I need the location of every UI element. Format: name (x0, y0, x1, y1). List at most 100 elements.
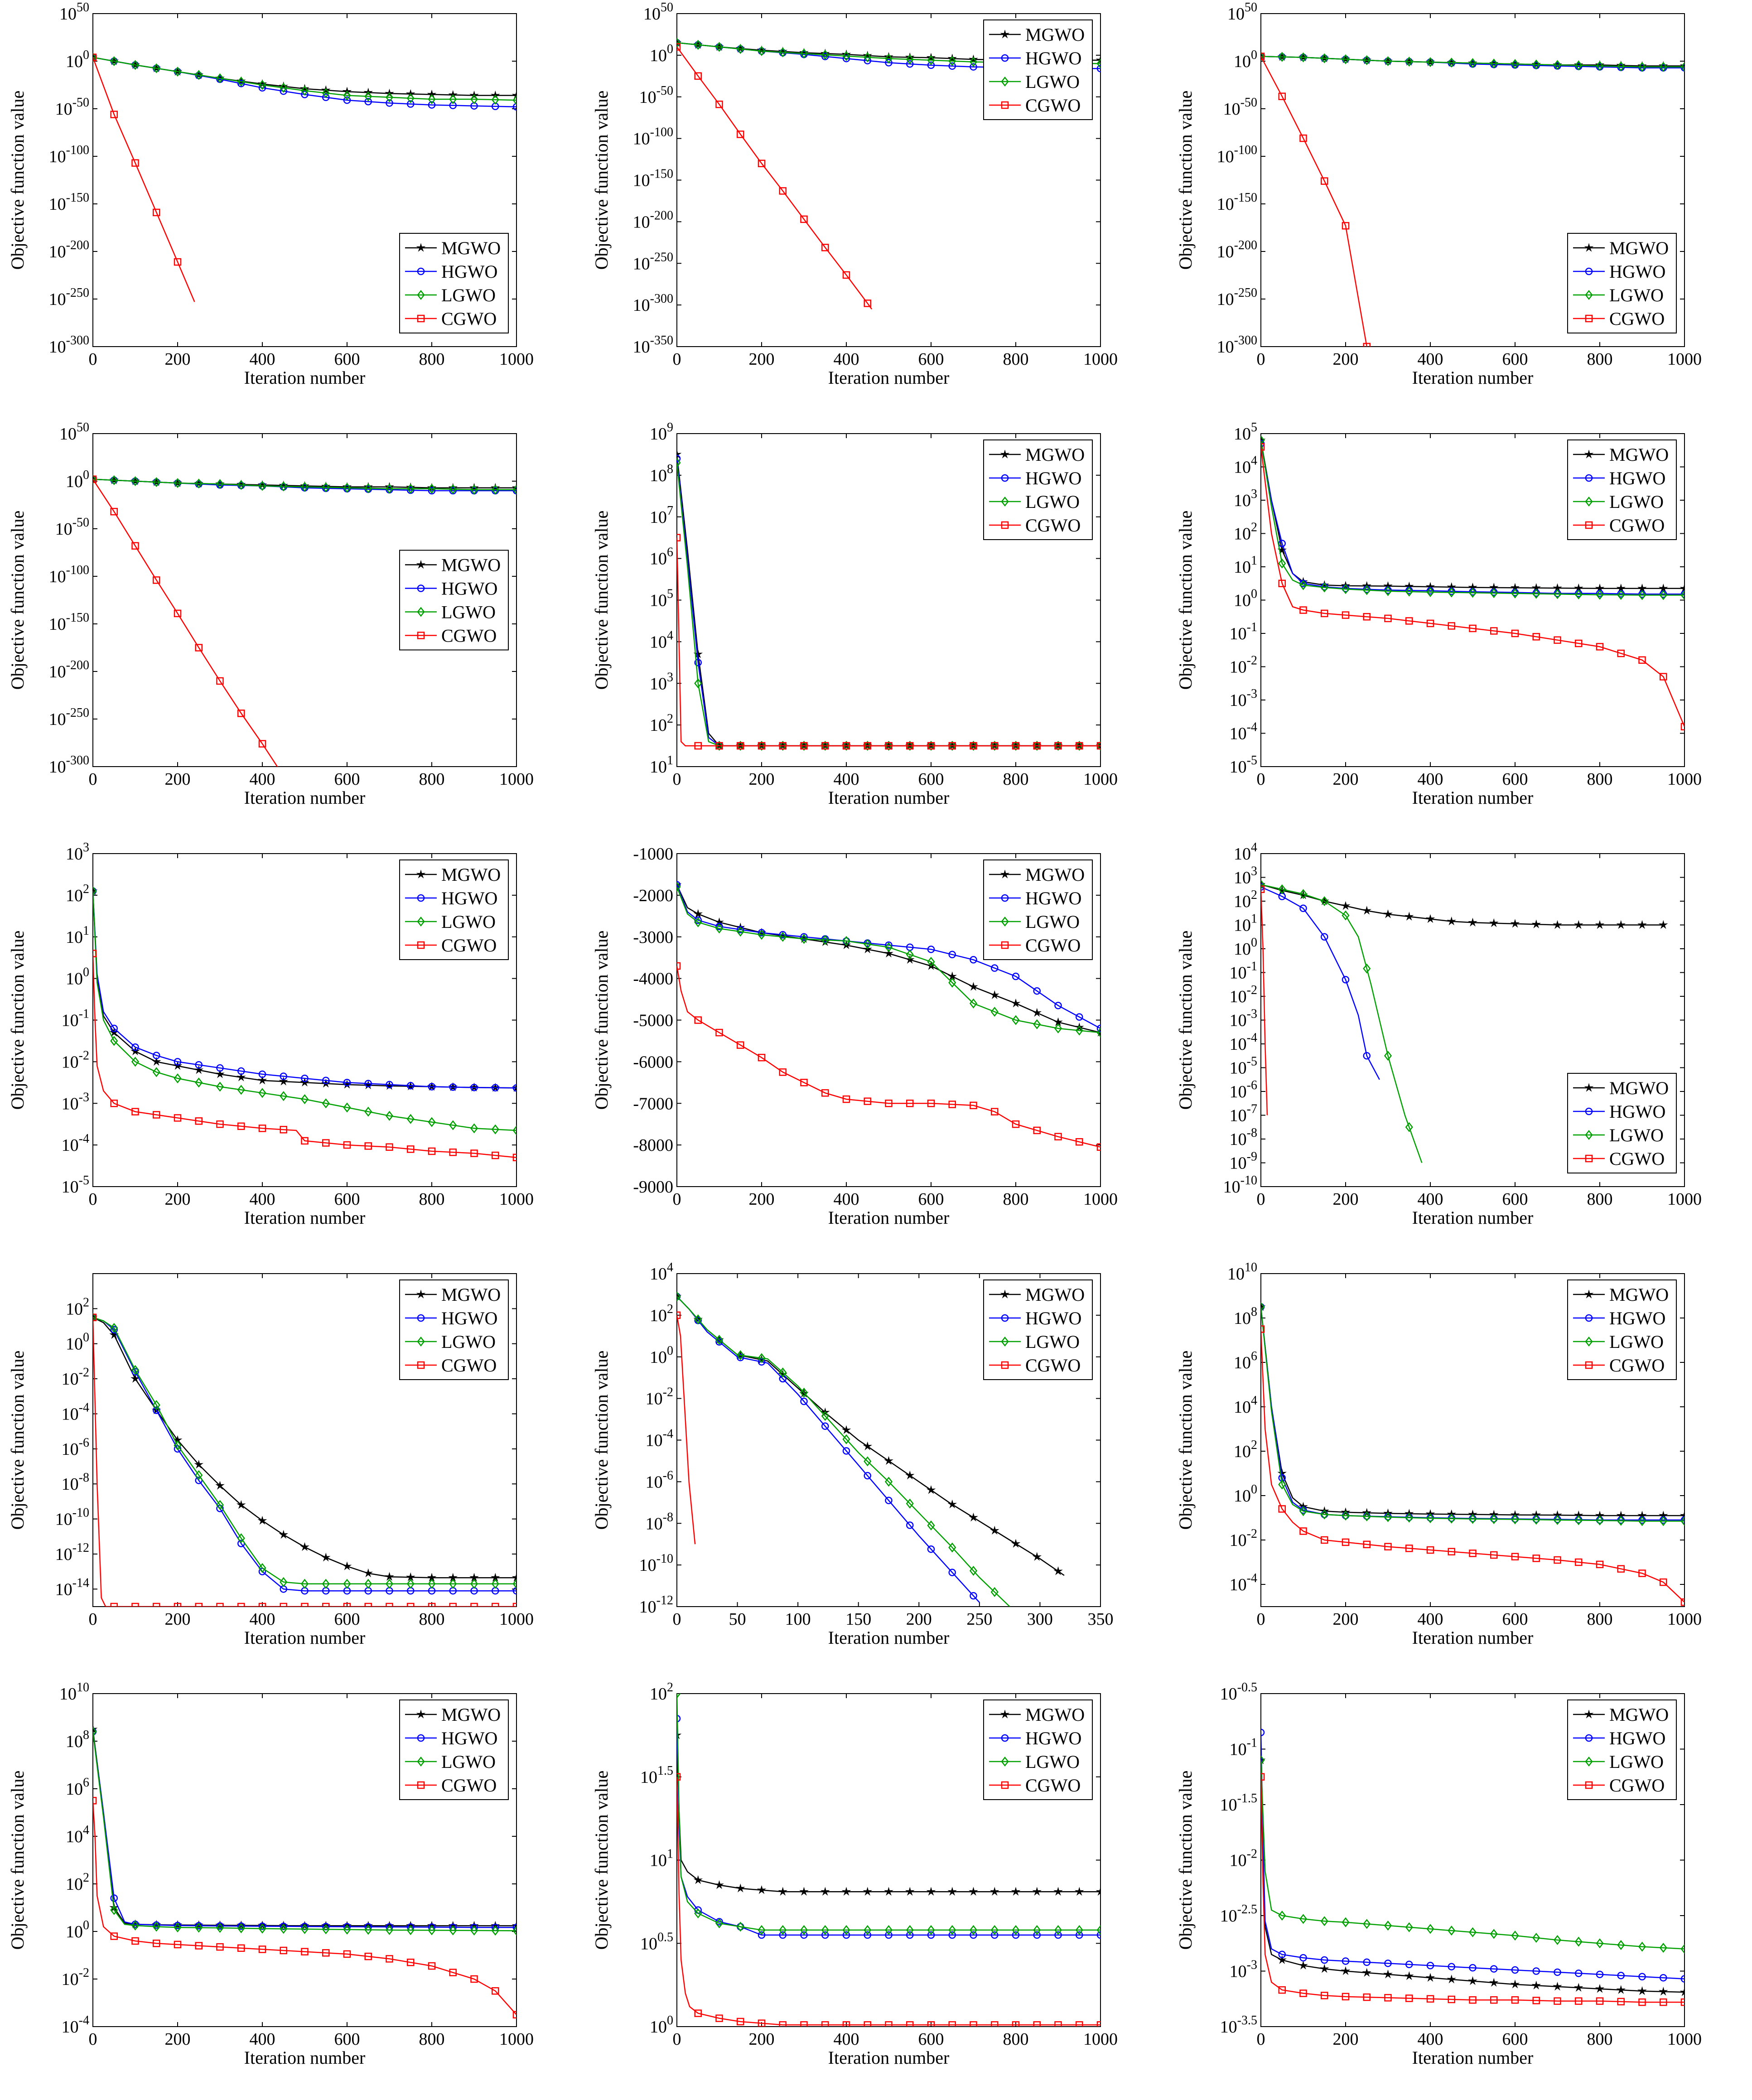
legend-label-cgwo: CGWO (1609, 309, 1665, 329)
data-point-lgwo (258, 1923, 266, 1934)
data-point-lgwo (1617, 1940, 1625, 1950)
data-point-hgwo (1261, 1728, 1265, 1736)
data-point-cgwo (1680, 1998, 1684, 2006)
x-tick-label: 200 (906, 1610, 932, 1629)
y-tick-label: 10-6 (646, 1468, 673, 1492)
x-tick-label: 800 (419, 1610, 445, 1629)
legend-label-hgwo: HGWO (441, 1728, 497, 1748)
legend: MGWO HGWO LGWO CGWO (1567, 233, 1677, 333)
series-line-hgwo (93, 891, 516, 1089)
x-tick-label: 0 (89, 1190, 97, 1209)
x-tick-label: 1000 (499, 1190, 534, 1209)
data-point-mgwo (130, 1046, 140, 1056)
data-point-lgwo (1299, 1914, 1308, 1924)
data-point-lgwo (406, 1925, 415, 1936)
data-point-cgwo (1617, 1998, 1625, 2006)
legend-marker-mgwo (416, 1289, 426, 1299)
x-tick-label: 600 (334, 2030, 360, 2049)
data-point-lgwo (470, 1579, 478, 1589)
data-point-cgwo (906, 742, 914, 750)
series-lgwo (1261, 51, 1684, 72)
series-cgwo (1261, 1325, 1684, 1606)
y-tick-label: 10-150 (633, 167, 673, 190)
data-point-cgwo (174, 609, 182, 618)
y-tick-label: 10-100 (633, 126, 673, 149)
legend-label-mgwo: MGWO (441, 1704, 501, 1725)
legend-marker-lgwo (1001, 1336, 1009, 1347)
x-tick-label: 1000 (1667, 770, 1702, 789)
x-tick-label: 1000 (1083, 1190, 1118, 1209)
legend-label-hgwo: HGWO (1025, 1308, 1081, 1328)
series-mgwo (1261, 1755, 1684, 1996)
legend-label-cgwo: CGWO (1609, 1775, 1665, 1796)
data-point-mgwo (215, 1481, 225, 1490)
data-point-mgwo (1680, 584, 1684, 593)
legend-marker-lgwo (1001, 496, 1009, 507)
chart-panel-3: 0 200 400 600 800 1000 1050 100 10-50 10-100 10-15… (1168, 0, 1752, 420)
y-tick-label: 10-100 (49, 143, 89, 166)
data-point-mgwo (735, 1883, 745, 1892)
x-tick-label: 400 (250, 1610, 275, 1629)
data-point-cgwo (948, 2021, 956, 2027)
y-axis-label: Objective function value (7, 931, 28, 1110)
legend-marker-mgwo (416, 243, 426, 252)
data-point-cgwo (1660, 1578, 1667, 1586)
x-tick-label: 0 (673, 1190, 681, 1209)
legend-label-lgwo: LGWO (441, 1752, 496, 1772)
data-point-hgwo (694, 659, 702, 666)
data-point-lgwo (1012, 1925, 1020, 1935)
data-point-lgwo (1468, 1514, 1477, 1524)
data-point-mgwo (884, 1456, 893, 1465)
legend-label-lgwo: LGWO (1609, 285, 1664, 305)
data-point-hgwo (343, 1079, 351, 1086)
data-point-mgwo (1447, 916, 1457, 926)
data-point-hgwo (1680, 64, 1684, 72)
data-point-lgwo (512, 1125, 516, 1136)
data-point-mgwo (714, 1880, 724, 1889)
data-point-cgwo (258, 1603, 266, 1607)
data-point-lgwo (864, 1925, 872, 1935)
y-axis-label: Objective function value (1175, 931, 1196, 1110)
data-point-lgwo (195, 1077, 203, 1088)
data-point-cgwo (1554, 1556, 1561, 1564)
x-tick-label: 800 (419, 1190, 445, 1209)
data-point-hgwo (512, 1084, 516, 1092)
x-tick-label: 400 (250, 2030, 275, 2049)
data-point-lgwo (449, 1925, 457, 1936)
data-point-cgwo (1532, 633, 1540, 641)
data-point-mgwo (1425, 914, 1435, 923)
data-point-hgwo (407, 1081, 415, 1090)
data-point-cgwo (1299, 134, 1307, 142)
data-point-lgwo (491, 1926, 499, 1936)
y-tick-label: 103 (1234, 864, 1257, 888)
legend-label-mgwo: MGWO (1025, 24, 1085, 45)
data-point-cgwo (343, 1141, 351, 1149)
data-point-cgwo (779, 742, 787, 750)
data-point-mgwo (1032, 1552, 1042, 1561)
data-point-hgwo (1076, 1013, 1083, 1021)
series-line-lgwo (1261, 1760, 1684, 1950)
data-point-lgwo (93, 1726, 97, 1737)
legend-label-hgwo: HGWO (1025, 468, 1081, 488)
x-tick-label: 0 (673, 350, 681, 369)
data-point-cgwo (842, 1095, 850, 1103)
data-point-hgwo (1012, 1931, 1020, 1939)
data-point-hgwo (737, 926, 744, 933)
data-point-mgwo (1637, 920, 1647, 929)
data-point-cgwo (906, 1100, 914, 1107)
data-point-lgwo (677, 38, 681, 48)
data-point-cgwo (258, 1125, 266, 1132)
data-point-mgwo (1553, 920, 1562, 929)
legend-marker-mgwo (416, 1709, 426, 1719)
data-point-lgwo (1490, 1514, 1498, 1524)
data-point-lgwo (779, 1367, 787, 1378)
data-point-hgwo (885, 1497, 893, 1504)
data-point-lgwo (800, 1925, 808, 1935)
data-point-hgwo (1363, 1958, 1371, 1966)
data-point-cgwo (470, 1603, 478, 1607)
data-point-cgwo (927, 2021, 935, 2027)
data-point-cgwo (758, 742, 766, 750)
x-tick-label: 400 (250, 1190, 275, 1209)
data-point-lgwo (694, 917, 702, 927)
data-point-lgwo (800, 48, 808, 59)
